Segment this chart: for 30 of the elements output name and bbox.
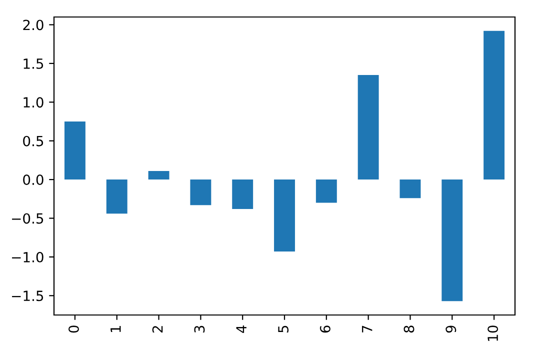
y-tick-label: −1.5 xyxy=(12,290,44,302)
y-tick-label: 0.5 xyxy=(23,136,44,146)
x-tick-label: 10 xyxy=(488,326,498,341)
bar xyxy=(106,180,128,214)
x-tick-label: 3 xyxy=(194,326,205,332)
bar xyxy=(358,75,379,180)
x-tick-label: 2 xyxy=(152,326,163,333)
bar xyxy=(64,121,86,180)
bar xyxy=(316,180,337,203)
y-tick-label: −1.0 xyxy=(12,252,44,262)
x-tick-label: 4 xyxy=(236,326,246,333)
bar xyxy=(400,180,421,198)
x-tick-label: 6 xyxy=(320,326,330,333)
x-tick-label: 7 xyxy=(362,326,372,332)
y-tick-label: 1.5 xyxy=(24,58,44,69)
bar xyxy=(148,171,170,180)
bar xyxy=(442,180,463,302)
bar xyxy=(484,30,505,180)
x-tick-label: 1 xyxy=(110,326,121,332)
x-tick-label: 8 xyxy=(404,326,414,333)
y-tick-label: 1.0 xyxy=(24,97,44,108)
bar xyxy=(274,180,295,252)
y-tick-label: 2.0 xyxy=(23,20,44,30)
y-tick-label: −0.5 xyxy=(12,213,44,224)
bar xyxy=(190,180,212,206)
x-tick-label: 9 xyxy=(446,326,456,333)
x-tick-label: 5 xyxy=(278,326,289,332)
y-tick-label: 0.0 xyxy=(23,174,44,186)
x-tick-label: 0 xyxy=(68,326,79,333)
bar xyxy=(232,180,254,209)
